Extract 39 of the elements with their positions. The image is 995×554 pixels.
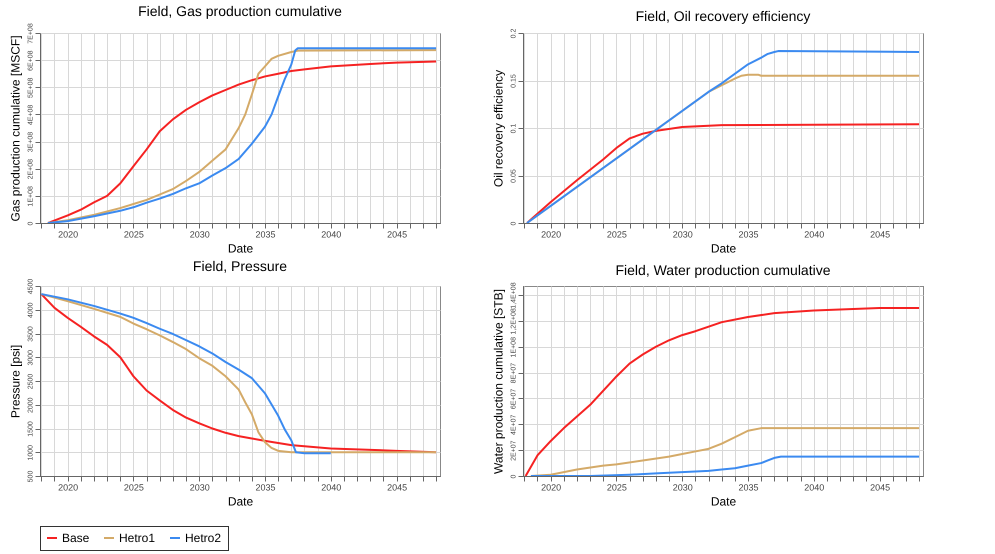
x-tick-label: 2045 [387,230,408,240]
x-tick-label: 2040 [321,230,342,240]
x-tick-label: 2035 [255,482,276,492]
x-tick-label: 2030 [190,230,210,240]
x-tick-label: 2040 [321,482,342,492]
x-tick-label: 2040 [804,230,824,240]
x-tick-label: 2020 [58,482,78,492]
x-tick-label: 2020 [58,230,78,240]
x-tick-label: 2025 [606,230,627,240]
legend-label: Hetro1 [119,531,156,545]
x-tick-label: 2035 [738,230,759,240]
legend-label: Hetro2 [185,531,222,545]
x-axis-title: Date [710,242,736,256]
y-axis-title: Pressure [psi] [8,344,22,418]
y-axis-title: Oil recovery efficiency [492,70,506,188]
x-tick-label: 2045 [387,482,408,492]
x-tick-label: 2045 [870,230,890,240]
x-tick-label: 2035 [255,230,276,240]
x-tick-label: 2025 [606,482,627,492]
chart-title: Field, Gas production cumulative [138,2,342,19]
x-tick-label: 2030 [672,230,693,240]
x-tick-label: 2035 [738,482,759,492]
chart-title: Field, Oil recovery efficiency [636,8,810,24]
x-axis-title: Date [710,494,736,508]
x-tick-label: 2025 [124,230,144,240]
chart-title: Field, Water production cumulative [615,262,831,278]
x-tick-label: 2045 [870,482,890,492]
x-tick-label: 2020 [541,230,562,240]
x-axis-title: Date [228,242,254,256]
x-axis-title: Date [228,494,254,508]
x-tick-label: 2020 [541,482,562,492]
x-tick-label: 2025 [124,482,144,492]
legend-label: Base [62,531,90,545]
chart-title: Field, Pressure [192,258,288,274]
y-axis-title: Water production cumulative [STB] [492,289,506,474]
y-axis-title: Gas production cumulative [MSCF] [8,35,22,222]
x-tick-label: 2030 [672,482,693,492]
x-tick-label: 2040 [804,482,824,492]
x-tick-label: 2030 [190,482,210,492]
